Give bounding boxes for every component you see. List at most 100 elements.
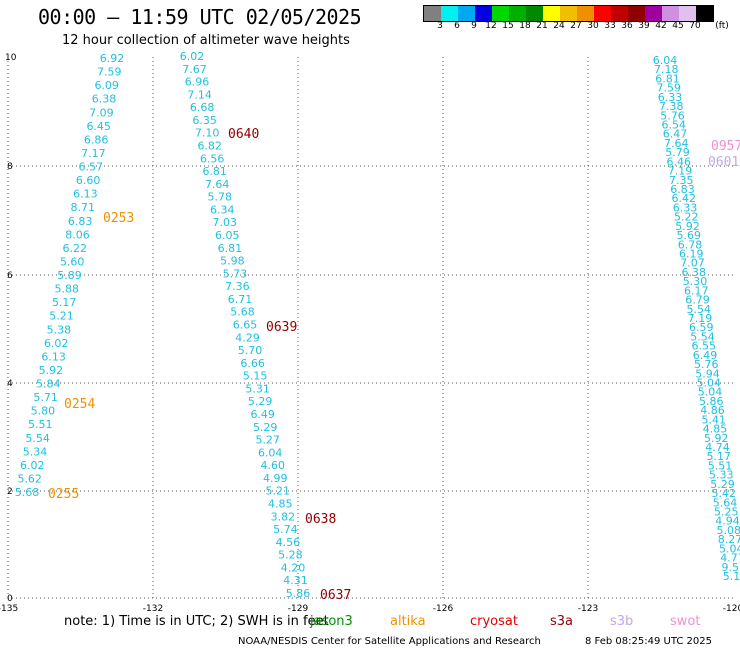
pass-time-label: 0637 bbox=[320, 588, 351, 603]
color-scale-labels: 3 6 9 12 15 18 21 24 27 30 33 36 39 42 45 70 (ft) bbox=[423, 21, 740, 33]
x-tick-label: -129 bbox=[288, 604, 309, 614]
wave-height-value: 8.71 bbox=[71, 201, 96, 214]
wave-height-value: 7.64 bbox=[664, 137, 689, 150]
color-scale-tick: 21 bbox=[536, 21, 548, 31]
wave-height-value: 7.35 bbox=[669, 174, 694, 187]
wave-height-value: 7.19 bbox=[688, 312, 713, 325]
wave-height-value: 6.68 bbox=[190, 101, 215, 114]
wave-height-value: 5.17 bbox=[707, 450, 732, 463]
wave-height-value: 6.66 bbox=[240, 357, 265, 370]
wave-height-value: 7.14 bbox=[187, 88, 212, 101]
wave-height-value: 5.92 bbox=[704, 432, 729, 445]
wave-height-value: 7.38 bbox=[659, 100, 684, 113]
wave-height-value: 5.54 bbox=[690, 330, 715, 343]
wave-height-value: 5.68 bbox=[230, 306, 255, 319]
wave-height-value: 6.17 bbox=[684, 284, 709, 297]
wave-height-value: 6.86 bbox=[84, 133, 109, 146]
wave-height-value: 6.60 bbox=[76, 174, 101, 187]
wave-height-value: 6.38 bbox=[682, 266, 707, 279]
wave-height-value: 6.09 bbox=[94, 79, 119, 92]
wave-height-value: 6.83 bbox=[68, 215, 93, 228]
color-swatch bbox=[458, 6, 475, 21]
wave-height-value: 4.56 bbox=[276, 536, 301, 549]
wave-height-value: 5.29 bbox=[248, 395, 273, 408]
footer-timestamp: 8 Feb 08:25:49 UTC 2025 bbox=[585, 636, 712, 647]
wave-height-value: 5.25 bbox=[714, 506, 739, 519]
wave-height-value: 6.82 bbox=[197, 140, 222, 153]
y-tick-label: 8 bbox=[7, 162, 13, 172]
note-text: note: 1) Time is in UTC; 2) SWH is in fe… bbox=[64, 614, 329, 629]
wave-height-value: 5.54 bbox=[25, 432, 50, 445]
wave-height-value: 5.54 bbox=[687, 303, 712, 316]
wave-height-value: 4.94 bbox=[715, 515, 740, 528]
wave-height-value: 6.34 bbox=[210, 203, 235, 216]
pass-time-label: 0601 bbox=[708, 155, 739, 170]
color-swatch bbox=[696, 6, 713, 21]
wave-height-value: 6.47 bbox=[663, 128, 688, 141]
wave-height-value: 5.33 bbox=[709, 469, 734, 482]
wave-height-value: 5.60 bbox=[60, 255, 85, 268]
x-tick-label: -123 bbox=[578, 604, 598, 614]
wave-height-value: 5.89 bbox=[57, 269, 82, 282]
x-tick-label: -120 bbox=[723, 604, 740, 614]
color-scale-tick: 39 bbox=[638, 21, 650, 31]
wave-height-value: 7.17 bbox=[81, 147, 106, 160]
wave-height-value: 5.17 bbox=[52, 296, 77, 309]
wave-height-value: 5.42 bbox=[712, 487, 737, 500]
color-scale-tick: 45 bbox=[672, 21, 684, 31]
wave-height-value: 5.88 bbox=[55, 283, 80, 296]
wave-height-value: 5.08 bbox=[717, 524, 740, 537]
wave-height-value: 6.45 bbox=[86, 120, 111, 133]
y-tick-label: 6 bbox=[7, 271, 13, 281]
color-swatch bbox=[424, 6, 441, 21]
wave-height-value: 6.55 bbox=[692, 340, 717, 353]
wave-height-value: 6.49 bbox=[250, 408, 275, 421]
wave-height-value: 3.82 bbox=[271, 510, 296, 523]
color-swatch bbox=[509, 6, 526, 21]
wave-height-value: 7.03 bbox=[213, 216, 238, 229]
wave-height-value: 6.71 bbox=[228, 293, 253, 306]
color-swatch bbox=[679, 6, 696, 21]
wave-height-value: 6.56 bbox=[200, 152, 225, 165]
wave-height-value: 5.68 bbox=[15, 486, 40, 499]
wave-height-value: 5.51 bbox=[28, 418, 53, 431]
x-tick-label: -135 bbox=[0, 604, 18, 614]
color-swatch bbox=[645, 6, 662, 21]
color-scale-tick: 24 bbox=[553, 21, 565, 31]
wave-height-value: 6.79 bbox=[685, 294, 710, 307]
wave-height-value: 4.85 bbox=[703, 423, 728, 436]
wave-height-value: 5.71 bbox=[33, 391, 58, 404]
wave-height-value: 6.04 bbox=[258, 446, 283, 459]
wave-height-value: 5.22 bbox=[674, 211, 699, 224]
color-scale-tick: 42 bbox=[655, 21, 667, 31]
wave-height-value: 6.19 bbox=[679, 248, 704, 261]
wave-height-value: 4.85 bbox=[268, 498, 293, 511]
y-tick-label: 10 bbox=[5, 53, 17, 63]
color-scale-tick: 18 bbox=[519, 21, 531, 31]
color-swatch bbox=[475, 6, 492, 21]
wave-height-value: 6.78 bbox=[678, 238, 703, 251]
wave-height-value: 5.86 bbox=[699, 395, 724, 408]
wave-height-value: 5.80 bbox=[31, 405, 56, 418]
wave-height-value: 4.99 bbox=[263, 472, 288, 485]
wave-height-value: 6.42 bbox=[672, 192, 697, 205]
wave-height-value: 6.02 bbox=[44, 337, 69, 350]
wave-height-value: 4.60 bbox=[261, 459, 286, 472]
wave-height-value: 6.33 bbox=[658, 91, 683, 104]
wave-height-value: 6.81 bbox=[202, 165, 227, 178]
color-scale-tick: 27 bbox=[570, 21, 582, 31]
wave-height-value: 5.27 bbox=[255, 434, 280, 447]
wave-height-value: 6.04 bbox=[653, 54, 678, 67]
wave-height-value: 5.04 bbox=[698, 386, 723, 399]
wave-height-value: 6.57 bbox=[79, 161, 104, 174]
pass-time-label: 0957 bbox=[711, 139, 740, 154]
y-tick-label: 4 bbox=[7, 379, 13, 389]
pass-time-label: 0640 bbox=[228, 127, 259, 142]
wave-height-value: 5.76 bbox=[694, 358, 719, 371]
wave-height-value: 7.64 bbox=[205, 178, 230, 191]
color-swatch bbox=[543, 6, 560, 21]
color-scale-unit: (ft) bbox=[715, 21, 729, 31]
wave-height-value: 6.81 bbox=[655, 72, 680, 85]
wave-height-value: 5.92 bbox=[39, 364, 64, 377]
